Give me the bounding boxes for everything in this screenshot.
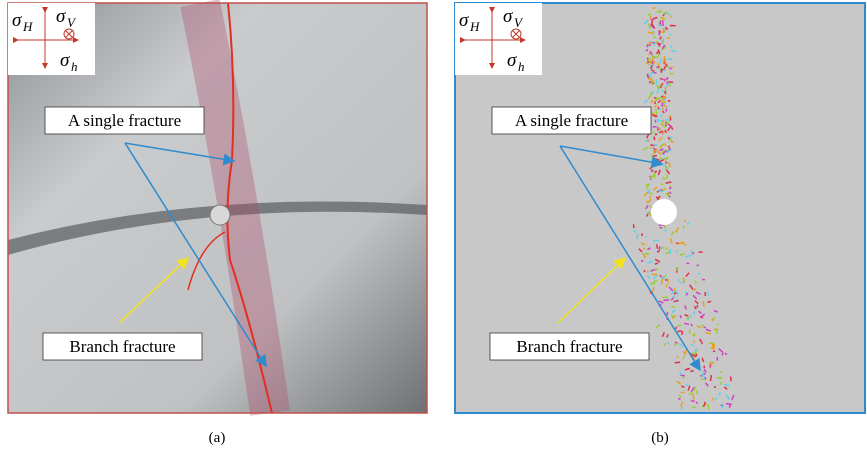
stress-subscript: h: [71, 59, 78, 74]
stress-subscript: H: [22, 19, 33, 34]
stress-subscript: H: [469, 19, 480, 34]
microcrack: [662, 38, 664, 44]
microcrack: [652, 7, 655, 9]
figure: σHσVσhA single fractureBranch fracture(a…: [0, 0, 867, 458]
microcrack: [652, 274, 658, 276]
microcrack: [669, 82, 671, 86]
microcrack: [670, 141, 674, 143]
microcrack: [662, 108, 664, 111]
stress-symbol: σ: [60, 50, 70, 71]
microcrack: [666, 247, 668, 250]
microcrack: [712, 344, 714, 349]
microcrack: [703, 366, 705, 368]
page: σHσVσhA single fractureBranch fracture(a…: [0, 0, 867, 458]
stress-symbol: σ: [503, 6, 513, 27]
borehole: [210, 205, 230, 225]
caption: (b): [651, 430, 669, 446]
microcrack: [655, 120, 657, 123]
microcrack: [653, 36, 656, 38]
annotation: Branch fracture: [69, 337, 175, 356]
microcrack: [713, 343, 715, 347]
microcrack: [681, 391, 685, 393]
microcrack: [657, 198, 659, 200]
microcrack: [651, 43, 656, 45]
microcrack: [666, 284, 668, 287]
borehole: [651, 199, 677, 225]
microcrack: [712, 398, 714, 401]
annotation: A single fracture: [515, 111, 628, 130]
microcrack: [661, 103, 663, 107]
microcrack: [702, 279, 705, 281]
microcrack: [650, 75, 652, 78]
microcrack: [653, 144, 657, 146]
microcrack: [670, 15, 672, 17]
microcrack: [713, 350, 715, 352]
microcrack: [688, 223, 690, 225]
microcrack: [699, 251, 703, 253]
microcrack: [664, 144, 666, 146]
stress-symbol: σ: [12, 10, 22, 31]
microcrack: [677, 356, 679, 358]
microcrack: [678, 398, 680, 400]
microcrack: [649, 73, 651, 77]
microcrack: [694, 334, 696, 336]
microcrack: [666, 66, 669, 68]
stress-subscript: h: [518, 59, 525, 74]
stress-symbol: σ: [56, 6, 66, 27]
microcrack: [666, 174, 668, 179]
caption: (a): [209, 430, 226, 446]
stress-symbol: σ: [507, 50, 517, 71]
annotation: A single fracture: [68, 111, 181, 130]
microcrack: [687, 263, 690, 265]
microcrack: [685, 384, 688, 386]
microcrack: [649, 189, 651, 192]
microcrack: [665, 119, 669, 121]
microcrack: [671, 50, 676, 52]
microcrack: [633, 224, 635, 228]
microcrack: [683, 277, 685, 280]
annotation: Branch fracture: [516, 337, 622, 356]
microcrack: [670, 25, 676, 27]
stress-symbol: σ: [459, 10, 469, 31]
